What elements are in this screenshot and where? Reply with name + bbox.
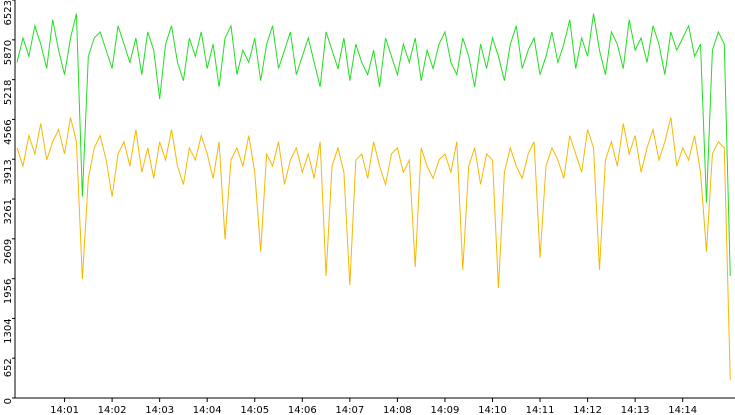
x-tick-label: 14:01 [50,405,79,415]
x-tick-label: 14:08 [383,405,412,415]
y-tick-label: 1304 [3,318,14,343]
x-tick-label: 14:12 [573,405,602,415]
x-tick-label: 14:13 [621,405,650,415]
y-tick-label: 0 [3,398,14,404]
y-tick-label: 652 [3,358,14,377]
x-tick-label: 14:06 [288,405,317,415]
data-line [16,117,731,380]
x-tick-label: 14:02 [98,405,127,415]
x-tick-label: 14:03 [145,405,174,415]
x-tick-label: 14:09 [431,405,460,415]
y-tick-label: 4566 [3,119,14,144]
x-tick-label: 14:07 [335,405,364,415]
x-tick-label: 14:11 [526,405,555,415]
y-tick-label: 3261 [3,199,14,224]
y-tick-label: 2609 [3,239,14,264]
data-line [16,13,731,276]
x-tick-label: 14:14 [668,405,697,415]
y-tick-label: 3913 [3,159,14,184]
y-tick-label: 6523 [3,0,14,25]
y-tick-label: 5870 [3,40,14,65]
y-tick-label: 5218 [3,80,14,105]
x-tick-label: 14:10 [478,405,507,415]
x-tick-label: 14:05 [240,405,269,415]
x-tick-label: 14:04 [193,405,222,415]
y-tick-label: 1956 [3,279,14,304]
